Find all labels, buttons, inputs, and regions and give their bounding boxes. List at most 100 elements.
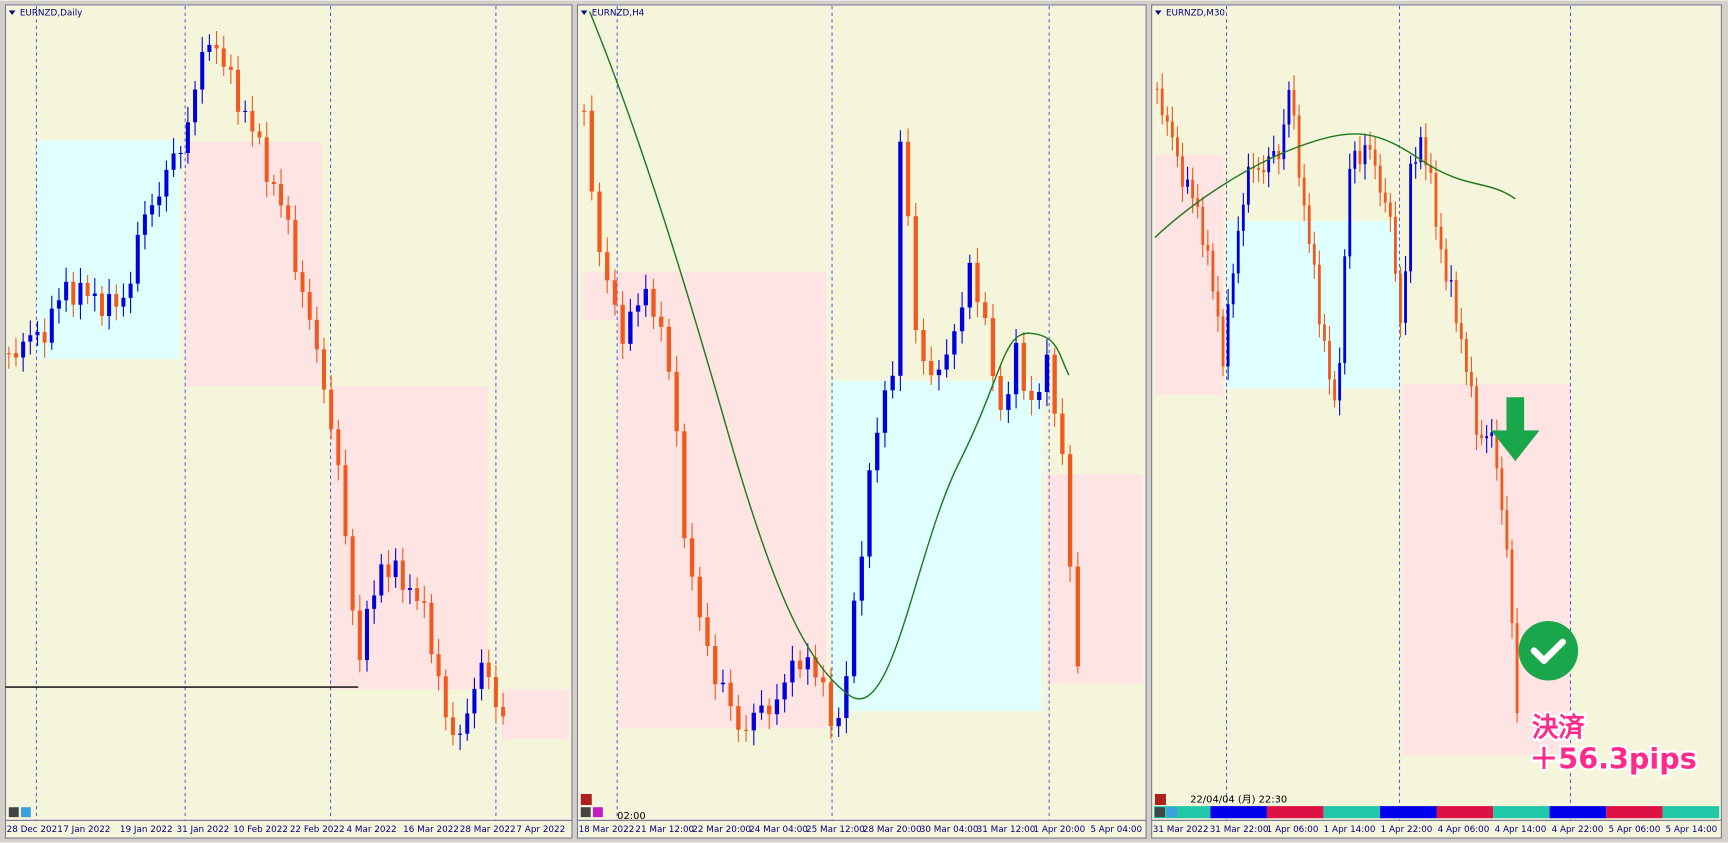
chart-panel: EURNZD,Daily 28 Dec 2021 7 Jan 2022 19 Jan … — [4, 4, 573, 839]
candle-body — [1176, 137, 1179, 157]
x-tick-label: 31 Mar 12:00 — [977, 825, 1036, 835]
candle-body — [486, 662, 491, 678]
tool-icon — [20, 807, 31, 818]
candle-body — [393, 560, 398, 578]
candle-body — [635, 305, 641, 312]
candle-body — [1226, 304, 1230, 367]
candle-body — [1353, 150, 1357, 169]
candle-body — [851, 600, 857, 677]
session-bar — [1436, 806, 1494, 819]
candle-body — [805, 657, 810, 670]
candle-body — [882, 390, 888, 433]
session-bar — [1493, 806, 1550, 819]
candle-body — [797, 660, 803, 670]
candle-body — [743, 729, 749, 731]
candle-body — [1246, 166, 1250, 205]
candle-body — [236, 69, 241, 112]
candle-body — [1282, 124, 1286, 160]
candle-body — [921, 330, 926, 361]
candle-body — [450, 717, 455, 735]
candle-body — [107, 294, 112, 316]
x-tick-label: 31 Jan 2022 — [177, 825, 230, 835]
candle-body — [1312, 243, 1316, 265]
exit-pips: ＋56.3pips — [1530, 742, 1697, 776]
candle-body — [321, 349, 327, 390]
x-tick-label: 31 Mar 22:00 — [1210, 825, 1269, 835]
candle-body — [1419, 137, 1423, 163]
candle-body — [952, 331, 957, 355]
candle-body — [1434, 173, 1438, 227]
candle-body — [1495, 432, 1499, 469]
panels: EURNZD,Daily 28 Dec 2021 7 Jan 2022 19 Jan … — [4, 4, 1722, 839]
zone — [501, 689, 570, 739]
candle-body — [1013, 342, 1019, 395]
candle-body — [350, 536, 355, 611]
candle-body — [1211, 250, 1215, 292]
x-tick-label: 16 Mar 2022 — [403, 825, 459, 835]
tool-icon — [580, 807, 591, 818]
candle-body — [64, 281, 69, 301]
candle-body — [300, 272, 305, 293]
candle-body — [493, 677, 498, 708]
candle-body — [1267, 156, 1271, 173]
candle-body — [1262, 169, 1266, 173]
candle-body — [1378, 165, 1382, 193]
session-bar — [1606, 806, 1663, 819]
candle-body — [1388, 202, 1392, 217]
candle-body — [71, 281, 76, 305]
candle-body — [21, 341, 26, 358]
session-bar — [1210, 806, 1267, 819]
candle-body — [150, 205, 155, 215]
candle-body — [343, 465, 348, 537]
candle-body — [597, 191, 602, 253]
candle-body — [1287, 89, 1291, 125]
zone — [832, 380, 1042, 712]
session-bar — [1266, 806, 1324, 819]
candle-body — [1155, 88, 1159, 90]
x-tick-label: 1 Apr 20:00 — [1033, 825, 1085, 835]
candle-body — [415, 588, 420, 602]
zone — [185, 141, 322, 387]
candle-body — [128, 283, 133, 298]
candle-body — [1464, 339, 1468, 373]
x-tick-label: 7 Apr 2022 — [516, 825, 565, 835]
candle-body — [844, 676, 849, 718]
candle-body — [736, 706, 741, 730]
x-tick-label: 10 Feb 2022 — [233, 825, 288, 835]
candle-body — [1444, 249, 1448, 282]
x-tick-label: 24 Mar 04:00 — [749, 825, 808, 835]
candle-body — [372, 595, 377, 609]
candle-body — [422, 601, 427, 603]
candle-body — [1170, 121, 1174, 138]
candle-body — [1021, 342, 1026, 391]
candle-body — [221, 48, 226, 67]
time-label: 02:00 — [617, 811, 646, 822]
candle-body — [501, 707, 506, 717]
candle-body — [42, 332, 47, 343]
candle-body — [1165, 115, 1169, 122]
zone — [36, 140, 180, 359]
zone — [330, 386, 489, 690]
candle-body — [13, 353, 18, 358]
candle-body — [1399, 273, 1402, 323]
candle-body — [407, 588, 412, 590]
candle-body — [967, 262, 972, 308]
candle-body — [1454, 280, 1458, 324]
candle-body — [314, 319, 319, 350]
candle-body — [790, 660, 795, 683]
candle-body — [1515, 623, 1519, 714]
candle-body — [1439, 226, 1443, 250]
chart-panel: EURNZD,M30 31 Mar 2022 31 Mar 22:001 Apr 0… — [1151, 4, 1722, 839]
candle-body — [1449, 280, 1453, 282]
x-tick-label: 4 Apr 06:00 — [1438, 825, 1490, 835]
collapse-icon — [580, 10, 588, 15]
candle-body — [1272, 150, 1276, 157]
candle-body — [867, 470, 872, 557]
candle-body — [1358, 150, 1362, 165]
candle-body — [214, 44, 219, 49]
x-tick-label: 5 Apr 06:00 — [1609, 825, 1661, 835]
candle-body — [1363, 145, 1367, 165]
candle-body — [56, 300, 61, 309]
time-label: 22/04/04 (月) 22:30 — [1190, 794, 1287, 806]
collapse-icon — [1154, 10, 1162, 15]
